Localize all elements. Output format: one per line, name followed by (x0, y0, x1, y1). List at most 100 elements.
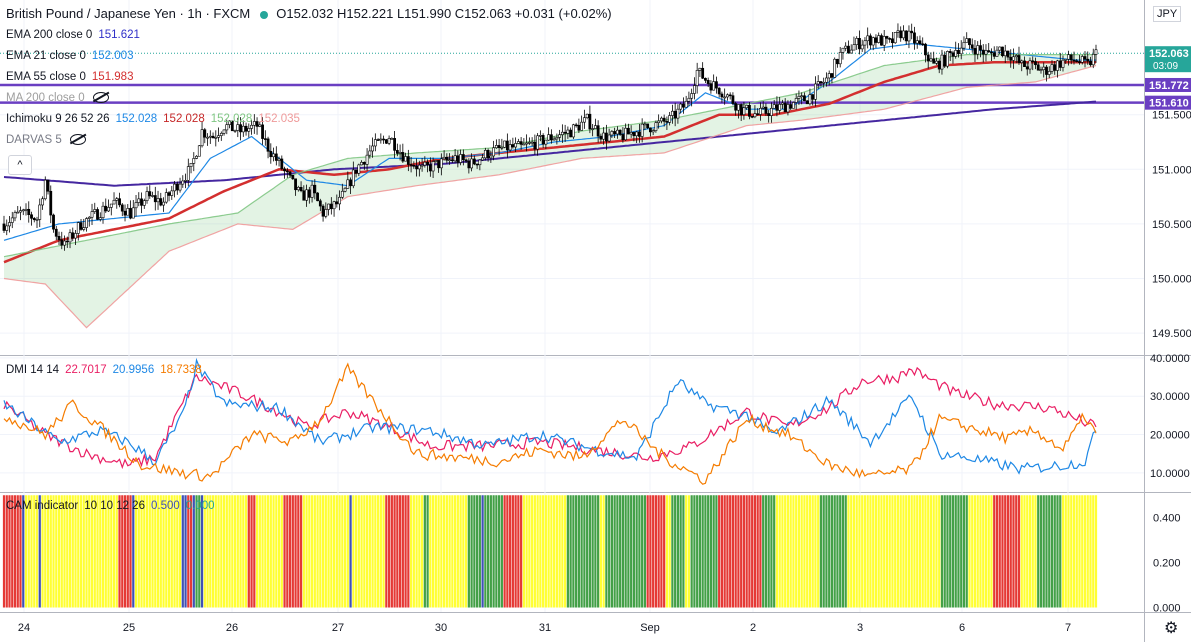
cam-bar (286, 495, 289, 608)
cam-bar (883, 495, 886, 608)
dmi-axis-tick: 30.0000 (1150, 391, 1190, 403)
candle-body (530, 141, 534, 144)
time-axis-tick: 7 (1065, 622, 1071, 634)
candle-body (569, 129, 573, 138)
candle-body (797, 96, 801, 99)
candle-body (715, 81, 718, 89)
candle-body (756, 113, 760, 115)
candle-body (340, 190, 344, 198)
cam-bar (995, 495, 999, 608)
candle-body (1009, 56, 1013, 61)
candle-body (1072, 59, 1076, 62)
candle-body (871, 37, 875, 46)
cam-bar (354, 495, 358, 608)
candle-body (970, 44, 974, 49)
cam-bar (811, 495, 814, 608)
indicator-ichimoku[interactable]: Ichimoku 9 26 52 26 152.028 152.028 152.028… (6, 113, 300, 125)
indicator-darvas[interactable]: DARVAS 5 (6, 134, 86, 146)
indicator-ema21[interactable]: EMA 21 close 0 152.003 (6, 50, 134, 62)
cam-bar (539, 495, 542, 608)
cam-bar (1078, 495, 1081, 608)
collapse-legend-button[interactable]: ^ (8, 155, 32, 175)
candle-body (291, 174, 295, 180)
indicator-ema55[interactable]: EMA 55 close 0 151.983 (6, 71, 134, 83)
candle-body (362, 161, 366, 165)
indicator-ma200[interactable]: MA 200 close 0 (6, 92, 109, 104)
cam-bar (561, 495, 564, 608)
candle-body (902, 30, 905, 39)
cam-bar (360, 495, 363, 608)
cam-bar (44, 495, 47, 608)
candle-body (954, 50, 958, 57)
symbol-title[interactable]: British Pound / Japanese Yen · 1h · FXCM… (6, 6, 612, 21)
candle-body (222, 129, 226, 134)
ichimoku-cloud-bullish (4, 54, 1096, 328)
candle-body (294, 178, 297, 191)
cam-bar (784, 495, 787, 608)
cam-bar (1026, 495, 1029, 608)
candle-body (937, 60, 941, 70)
candle-body (775, 104, 779, 111)
price-label-box (1145, 95, 1191, 110)
cam-bar (2, 495, 6, 608)
cam-bar (998, 495, 1001, 608)
cam-bar (104, 495, 107, 608)
hidden-eye-icon[interactable] (69, 134, 86, 146)
cam-bar (748, 495, 751, 608)
candle-body (704, 77, 707, 81)
candle-body (957, 50, 960, 55)
dmi-legend[interactable]: DMI 14 14 22.7017 20.9956 18.7338 (6, 364, 202, 376)
cam-bar (828, 495, 831, 608)
gear-icon[interactable]: ⚙ (1164, 620, 1179, 637)
cam-bar (134, 495, 138, 608)
time-axis-tick: 24 (18, 622, 30, 634)
cam-bar (19, 495, 22, 608)
candle-body (217, 135, 220, 138)
cam-bar (863, 495, 867, 608)
cam-bar (398, 495, 402, 608)
cam-bar (242, 495, 245, 608)
currency-label[interactable]: JPY (1153, 6, 1182, 22)
cam-bar (203, 495, 206, 608)
cam-bar (209, 495, 212, 608)
cam-bar (649, 495, 652, 608)
candle-body (1042, 66, 1046, 71)
cam-bar (899, 495, 902, 608)
cam-bar (302, 495, 305, 608)
cam-bar (217, 495, 220, 608)
cam-bar (792, 495, 795, 608)
cam-bar (272, 495, 275, 608)
hidden-eye-icon[interactable] (92, 92, 109, 104)
candle-body (131, 207, 135, 219)
cam-bar (437, 495, 440, 608)
candle-body (522, 143, 526, 146)
candle-body (151, 195, 154, 197)
cam-bar (825, 495, 828, 608)
candle-body (717, 87, 721, 95)
cam-bar (751, 495, 754, 608)
cam-bar (66, 495, 69, 608)
cam-bar (365, 495, 369, 608)
candle-body (228, 120, 231, 125)
cam-bar (1045, 495, 1048, 608)
candle-body (107, 207, 110, 212)
candle-body (660, 117, 663, 122)
cam-bar (982, 495, 985, 608)
cam-bar (154, 495, 157, 608)
cam-bar (1023, 495, 1026, 608)
dmi-line-di (3, 357, 1097, 475)
candle-body (393, 138, 396, 151)
candle-body (1003, 50, 1007, 57)
candle-body (71, 232, 75, 239)
time-axis-tick: Sep (640, 622, 660, 634)
cam-legend[interactable]: CAM indicator 10 10 12 26 0.500 0.000 (6, 500, 215, 512)
candle-body (882, 36, 886, 46)
candle-body (1023, 60, 1026, 67)
cam-bar (88, 495, 91, 608)
candle-body (266, 138, 270, 152)
candle-body (918, 40, 922, 45)
candle-body (877, 35, 881, 43)
indicator-ema200[interactable]: EMA 200 close 0 151.621 (6, 29, 140, 41)
candle-body (1078, 61, 1081, 63)
